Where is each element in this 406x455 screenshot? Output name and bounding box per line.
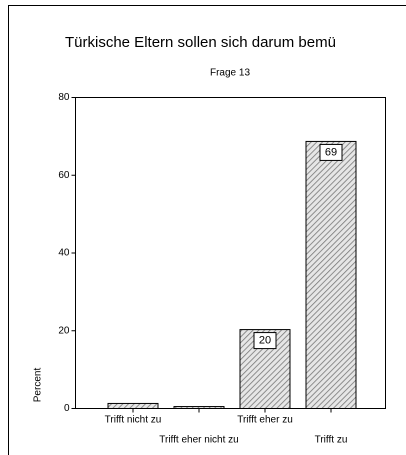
x-tick-label: Trifft eher zu	[237, 415, 293, 426]
y-axis-label: Percent	[33, 368, 44, 403]
bar	[107, 402, 159, 410]
x-tick-label: Trifft nicht zu	[105, 415, 162, 426]
y-tick-label: 20	[58, 325, 70, 336]
y-tick-label: 0	[64, 403, 70, 414]
chart-subtitle: Frage 13	[210, 68, 250, 79]
y-tick-label: 60	[58, 170, 70, 181]
y-tick-label: 80	[58, 92, 70, 103]
y-tick-label: 40	[58, 248, 70, 259]
bar	[173, 406, 225, 409]
x-tick-label: Trifft zu	[315, 435, 348, 446]
value-label-box	[253, 332, 277, 350]
x-tick-label: Trifft eher nicht zu	[159, 435, 238, 446]
bar	[305, 140, 357, 410]
value-label-box	[319, 143, 343, 161]
chart-title: Türkische Eltern sollen sich darum bemü	[65, 34, 336, 51]
value-label: 69	[325, 146, 337, 158]
value-label: 20	[259, 334, 271, 346]
